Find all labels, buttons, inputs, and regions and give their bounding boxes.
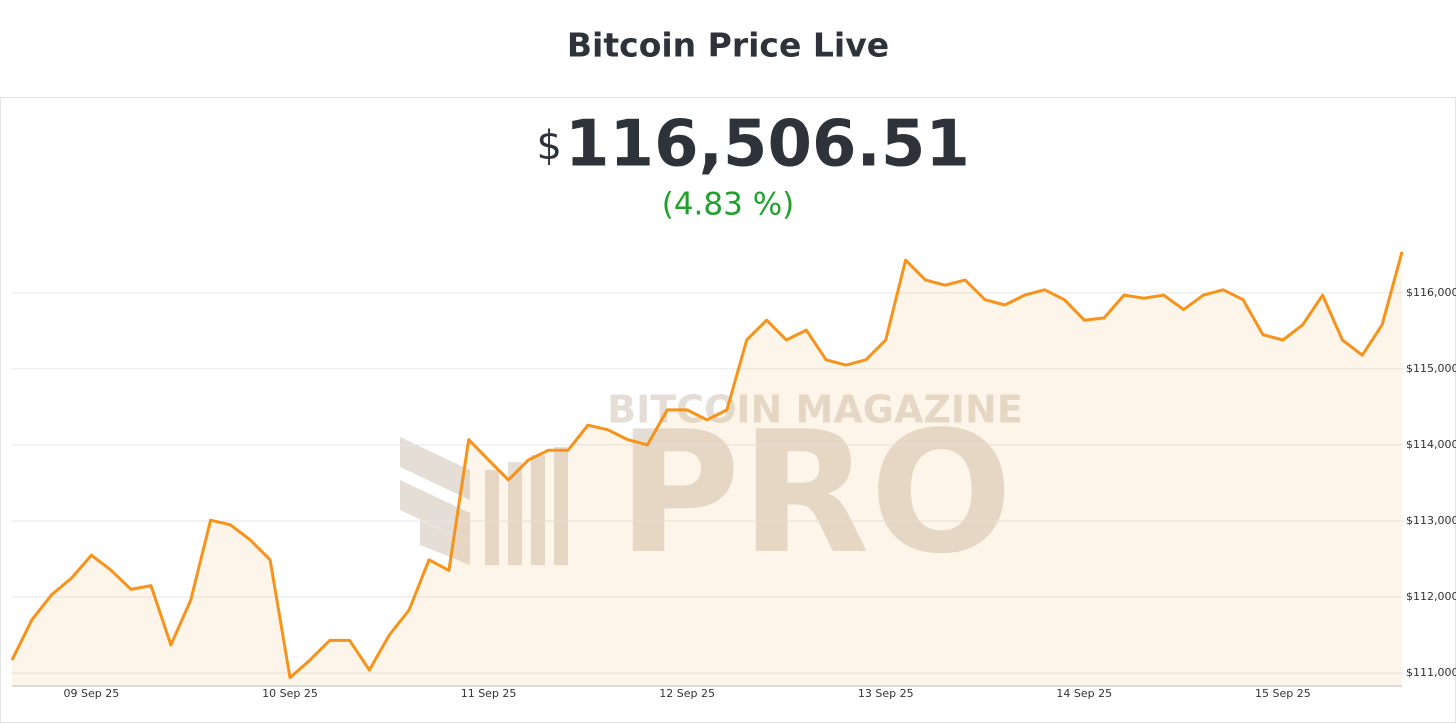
y-tick-label: $114,000 xyxy=(1406,438,1456,451)
y-tick-label: $111,000 xyxy=(1406,666,1456,679)
y-tick-label: $113,000 xyxy=(1406,514,1456,527)
x-tick-label: 12 Sep 25 xyxy=(659,687,715,700)
x-tick-label: 14 Sep 25 xyxy=(1056,687,1112,700)
x-tick-label: 09 Sep 25 xyxy=(64,687,120,700)
title: Bitcoin Price Live xyxy=(567,26,889,65)
watermark-text: PRO xyxy=(617,395,1012,591)
area xyxy=(12,251,1402,687)
x-tick-label: 11 Sep 25 xyxy=(461,687,517,700)
watermark-logo xyxy=(400,437,568,565)
price-change: (4.83 %) xyxy=(662,187,795,223)
x-tick-label: 10 Sep 25 xyxy=(262,687,318,700)
price-line xyxy=(10,251,1404,680)
y-tick-label: $116,000 xyxy=(1406,286,1456,299)
x-tick-label: 13 Sep 25 xyxy=(858,687,914,700)
y-tick-label: $115,000 xyxy=(1406,362,1456,375)
x-tick-label: 15 Sep 25 xyxy=(1255,687,1311,700)
price: 116,506.51 xyxy=(565,108,970,182)
y-tick-label: $112,000 xyxy=(1406,590,1456,603)
currency-symbol: $ xyxy=(537,123,562,169)
